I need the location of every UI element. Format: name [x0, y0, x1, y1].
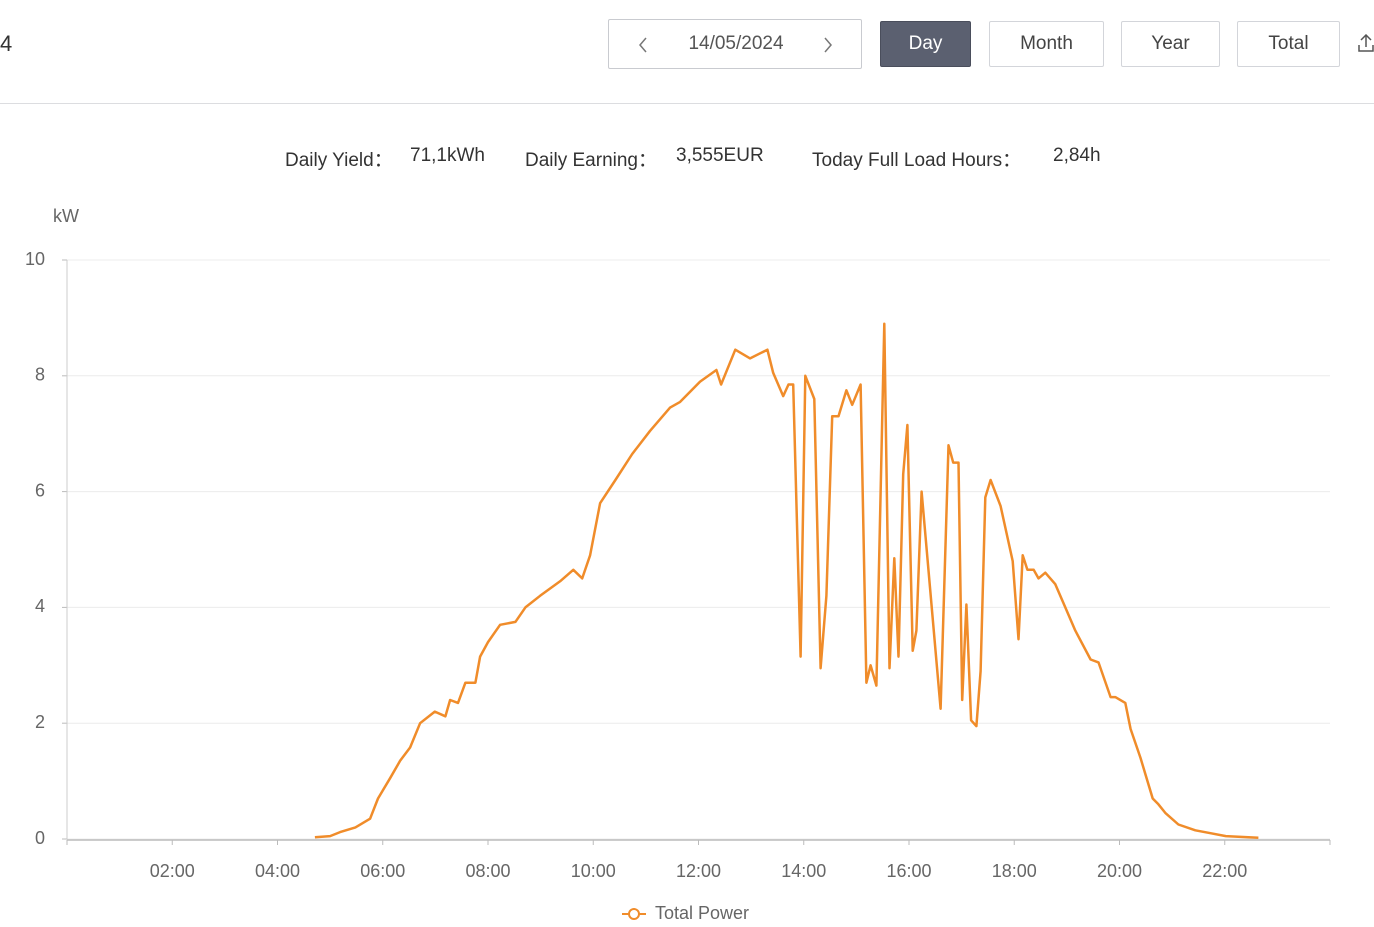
- x-tick-label: 16:00: [886, 861, 931, 881]
- chart: kW 0 2 4 6 8 10 02:00 04:00 06:00 08:00 10:00 12:00…: [25, 206, 1331, 923]
- next-icon[interactable]: [822, 36, 834, 54]
- stat-label: Daily Earning：: [525, 150, 657, 171]
- prev-icon[interactable]: [637, 36, 649, 54]
- date-text[interactable]: 14/05/2024: [688, 33, 784, 54]
- y-tick-label: 10: [25, 249, 45, 269]
- x-tick-label: 14:00: [781, 861, 826, 881]
- separator: [0, 103, 1374, 104]
- x-tick-label: 04:00: [255, 861, 300, 881]
- x-tick-label: 10:00: [571, 861, 616, 881]
- line-series: [314, 322, 1259, 840]
- legend-label: Total Power: [655, 903, 749, 923]
- export-icon[interactable]: [1357, 34, 1374, 54]
- y-tick-label: 6: [35, 480, 45, 500]
- y-tick-label: 8: [35, 365, 45, 385]
- x-tick-label: 02:00: [150, 861, 195, 881]
- x-tick-label: 20:00: [1097, 861, 1142, 881]
- month-button[interactable]: Month: [989, 21, 1104, 67]
- date-picker[interactable]: 14/05/2024: [608, 19, 862, 69]
- total-button[interactable]: Total: [1237, 21, 1340, 67]
- legend-swatch-dot: [628, 908, 640, 920]
- stat-value: 2,84h: [1053, 145, 1101, 166]
- y-tick-label: 4: [35, 596, 45, 616]
- stat-label: Daily Yield：: [285, 150, 393, 171]
- x-tick-label: 08:00: [465, 861, 510, 881]
- stat-value: 71,1kWh: [410, 145, 485, 166]
- stat-value: 3,555EUR: [676, 145, 764, 166]
- y-axis-unit: kW: [53, 206, 79, 226]
- day-button[interactable]: Day: [880, 21, 971, 67]
- year-button[interactable]: Year: [1121, 21, 1220, 67]
- y-tick-label: 2: [35, 712, 45, 732]
- y-tick-label: 0: [35, 828, 45, 848]
- x-tick-label: 18:00: [992, 861, 1037, 881]
- page-title: 4: [0, 31, 13, 56]
- x-tick-label: 22:00: [1202, 861, 1247, 881]
- x-tick-label: 12:00: [676, 861, 721, 881]
- x-tick-label: 06:00: [360, 861, 405, 881]
- stat-label: Today Full Load Hours：: [812, 150, 1022, 171]
